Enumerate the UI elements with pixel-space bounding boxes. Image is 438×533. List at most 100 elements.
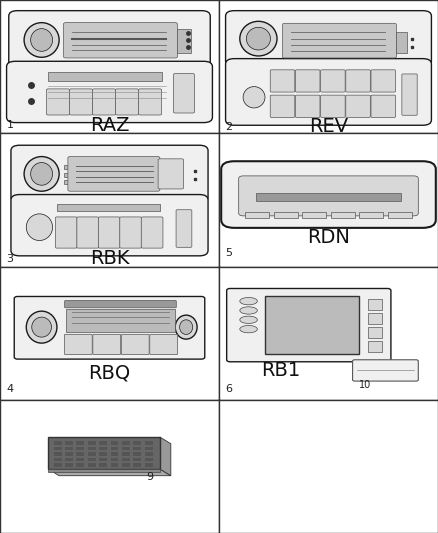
Text: 5: 5 (226, 248, 233, 258)
FancyBboxPatch shape (270, 70, 295, 92)
Ellipse shape (32, 317, 52, 337)
Text: 3: 3 (7, 254, 14, 263)
Ellipse shape (24, 23, 59, 58)
Bar (110, 441, 118, 445)
Bar (64, 173, 69, 176)
Polygon shape (160, 437, 171, 475)
Ellipse shape (26, 214, 53, 240)
Bar (76, 441, 84, 445)
Bar (64, 180, 69, 184)
FancyBboxPatch shape (227, 288, 391, 362)
FancyBboxPatch shape (77, 217, 99, 248)
Ellipse shape (240, 297, 257, 305)
Ellipse shape (240, 326, 257, 333)
Bar (99, 452, 107, 456)
Bar (145, 458, 153, 462)
Bar (99, 441, 107, 445)
Ellipse shape (240, 21, 277, 56)
Bar (265, 296, 359, 354)
FancyBboxPatch shape (150, 334, 177, 354)
FancyBboxPatch shape (158, 159, 184, 189)
Bar (359, 212, 383, 218)
Ellipse shape (31, 163, 53, 185)
Text: RDN: RDN (307, 228, 350, 247)
FancyBboxPatch shape (173, 74, 194, 113)
FancyBboxPatch shape (371, 70, 396, 92)
Ellipse shape (24, 157, 59, 191)
Bar (133, 441, 141, 445)
FancyBboxPatch shape (46, 89, 70, 115)
Bar (368, 299, 382, 310)
Text: 9: 9 (147, 472, 154, 482)
Bar (65, 441, 73, 445)
FancyBboxPatch shape (64, 334, 92, 354)
Bar (88, 447, 95, 450)
FancyBboxPatch shape (270, 95, 295, 117)
Bar (133, 452, 141, 456)
Bar (256, 192, 401, 200)
FancyBboxPatch shape (353, 360, 418, 381)
Bar (48, 469, 160, 472)
Bar (88, 441, 95, 445)
Bar (177, 29, 191, 53)
FancyBboxPatch shape (283, 23, 396, 58)
Bar (64, 165, 69, 169)
Bar (388, 212, 412, 218)
FancyBboxPatch shape (371, 95, 396, 117)
FancyBboxPatch shape (138, 89, 162, 115)
Text: 2: 2 (226, 122, 233, 132)
FancyBboxPatch shape (9, 11, 210, 69)
Bar (76, 447, 84, 450)
Ellipse shape (240, 316, 257, 324)
Text: RBK: RBK (90, 249, 129, 268)
Bar (122, 463, 130, 467)
Text: RB1: RB1 (261, 361, 300, 380)
Text: RBQ: RBQ (88, 364, 131, 383)
Bar (110, 458, 118, 462)
Ellipse shape (243, 86, 265, 108)
FancyBboxPatch shape (7, 61, 212, 123)
FancyBboxPatch shape (11, 145, 208, 203)
Bar (65, 447, 73, 450)
Ellipse shape (175, 315, 197, 339)
Text: REV: REV (309, 117, 348, 136)
Bar (145, 447, 153, 450)
Ellipse shape (31, 29, 53, 51)
FancyBboxPatch shape (402, 74, 417, 115)
Text: 10: 10 (359, 380, 371, 390)
FancyBboxPatch shape (14, 296, 205, 359)
Bar (48, 437, 160, 469)
Text: RAZ: RAZ (90, 116, 129, 135)
FancyBboxPatch shape (221, 161, 436, 228)
Bar (76, 463, 84, 467)
Bar (133, 447, 141, 450)
Ellipse shape (240, 307, 257, 314)
Bar (57, 204, 160, 211)
FancyBboxPatch shape (346, 70, 370, 92)
Bar (145, 463, 153, 467)
FancyBboxPatch shape (64, 23, 177, 58)
Bar (65, 463, 73, 467)
Polygon shape (48, 469, 171, 475)
Bar (122, 458, 130, 462)
Bar (274, 212, 298, 218)
Bar (53, 441, 61, 445)
Text: 4: 4 (7, 384, 14, 394)
Bar (53, 452, 61, 456)
Bar (133, 458, 141, 462)
Bar (302, 212, 326, 218)
Bar (110, 452, 118, 456)
FancyBboxPatch shape (92, 89, 116, 115)
Bar (368, 313, 382, 324)
FancyBboxPatch shape (121, 334, 149, 354)
FancyBboxPatch shape (11, 195, 208, 256)
FancyBboxPatch shape (226, 11, 431, 67)
Bar (76, 452, 84, 456)
Bar (53, 458, 61, 462)
Text: 6: 6 (226, 384, 233, 394)
Bar (122, 447, 130, 450)
Ellipse shape (26, 311, 57, 343)
FancyBboxPatch shape (93, 334, 120, 354)
Bar (396, 32, 407, 53)
Bar (99, 447, 107, 450)
